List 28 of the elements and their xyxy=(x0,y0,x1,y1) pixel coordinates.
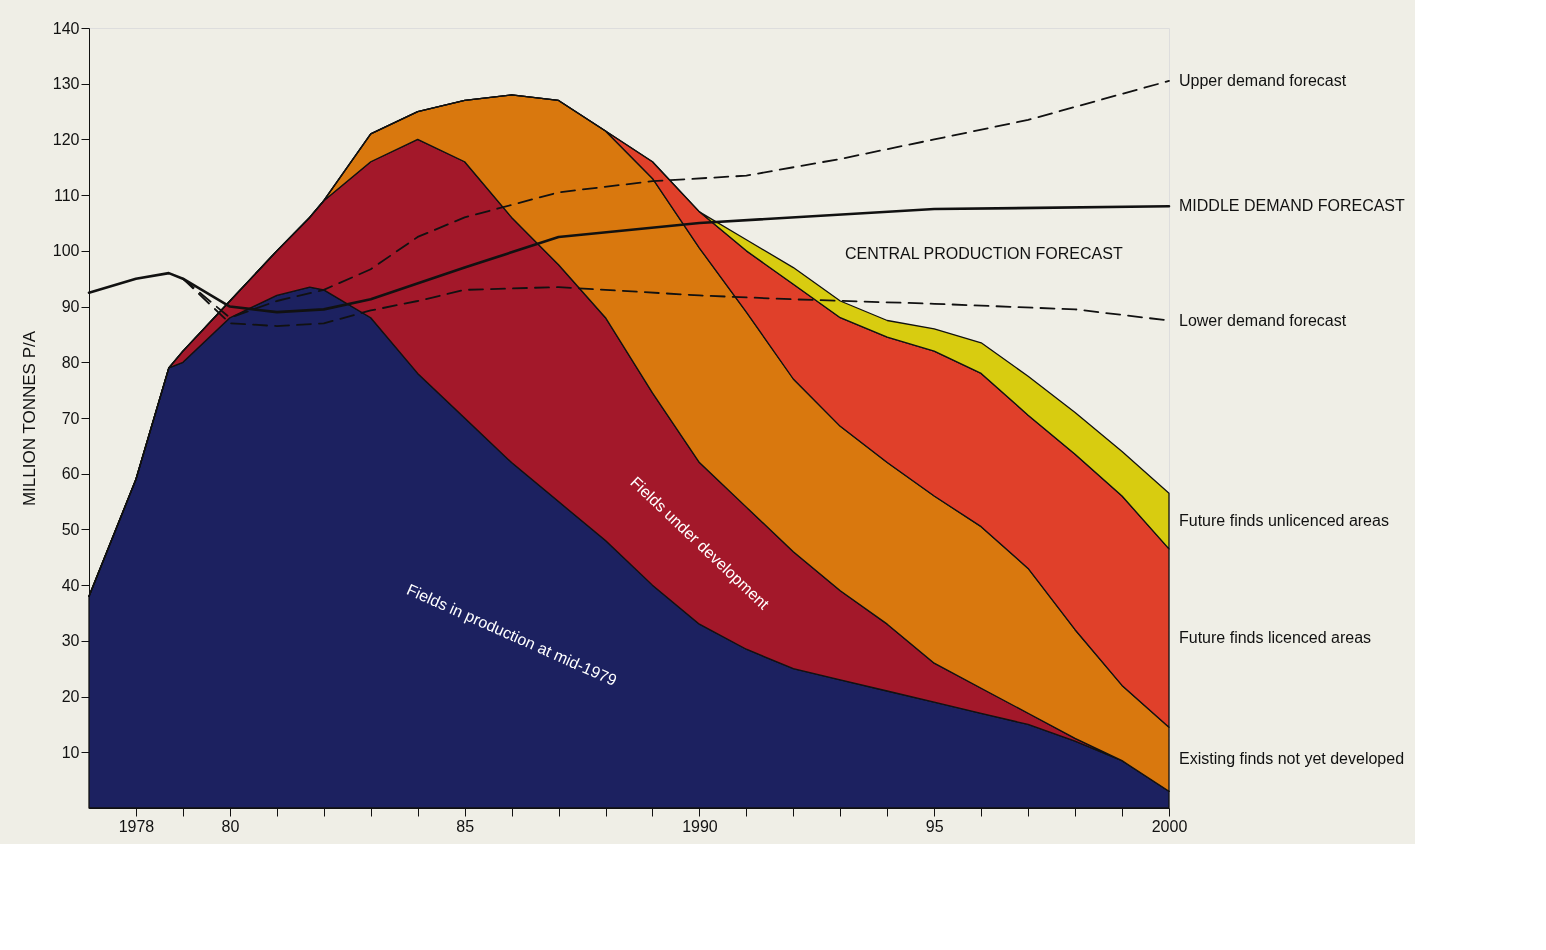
y-tick-label: 20 xyxy=(61,688,80,706)
y-axis-title: MILLION TONNES P/A xyxy=(19,330,39,507)
y-tick-label: 30 xyxy=(61,632,80,650)
y-tick-label: 110 xyxy=(53,186,80,204)
series-label: Existing finds not yet developed xyxy=(1179,750,1405,768)
x-tick-label: 1990 xyxy=(682,817,718,835)
x-tick-label: 2000 xyxy=(1151,817,1188,835)
x-tick-label: 80 xyxy=(221,817,240,835)
y-tick-label: 90 xyxy=(61,298,80,316)
annotation: CENTRAL PRODUCTION FORECAST xyxy=(845,245,1123,263)
x-tick-label: 95 xyxy=(925,817,944,835)
y-tick-label: 130 xyxy=(52,75,80,93)
series-label: Future finds unlicenced areas xyxy=(1179,512,1389,530)
y-tick-label: 120 xyxy=(52,130,80,148)
x-tick-label: 85 xyxy=(456,817,475,835)
y-tick-label: 80 xyxy=(61,353,80,371)
y-tick-label: 140 xyxy=(52,19,80,37)
series-label: MIDDLE DEMAND FORECAST xyxy=(1179,197,1406,215)
x-tick-label: 1978 xyxy=(118,817,155,835)
series-label: Upper demand forecast xyxy=(1179,71,1347,89)
series-label: Lower demand forecast xyxy=(1179,311,1347,329)
y-tick-label: 60 xyxy=(61,465,80,483)
y-tick-label: 10 xyxy=(61,743,80,761)
y-tick-label: 70 xyxy=(61,409,80,427)
series-label: Future finds licenced areas xyxy=(1179,629,1372,647)
y-tick-label: 50 xyxy=(61,520,80,538)
y-tick-label: 40 xyxy=(61,576,80,594)
y-tick-label: 100 xyxy=(52,242,80,260)
